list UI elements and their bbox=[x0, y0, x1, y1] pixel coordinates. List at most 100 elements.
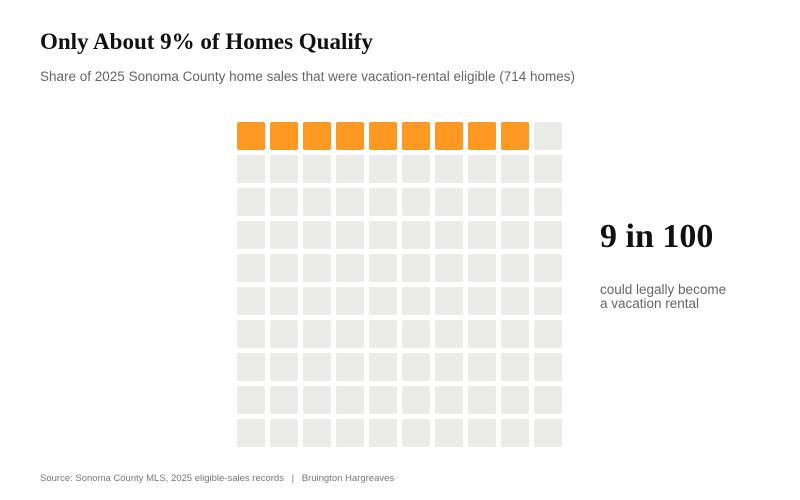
waffle-cell-empty bbox=[402, 287, 430, 315]
waffle-cell-empty bbox=[237, 155, 265, 183]
waffle-cell-empty bbox=[501, 155, 529, 183]
callout-stat: 9 in 100 bbox=[600, 218, 714, 255]
waffle-cell-empty bbox=[237, 353, 265, 381]
footer-separator: | bbox=[291, 473, 295, 484]
waffle-cell-empty bbox=[468, 386, 496, 414]
waffle-cell-empty bbox=[468, 155, 496, 183]
source-footer: Source: Sonoma County MLS, 2025 eligible… bbox=[40, 473, 394, 484]
waffle-cell-empty bbox=[435, 386, 463, 414]
waffle-cell-empty bbox=[435, 287, 463, 315]
waffle-cell-empty bbox=[303, 287, 331, 315]
waffle-cell-empty bbox=[303, 254, 331, 282]
waffle-cell-empty bbox=[468, 188, 496, 216]
waffle-cell-empty bbox=[501, 419, 529, 447]
waffle-cell-empty bbox=[237, 254, 265, 282]
waffle-cell-empty bbox=[369, 320, 397, 348]
waffle-cell-empty bbox=[501, 287, 529, 315]
waffle-cell-empty bbox=[336, 320, 364, 348]
waffle-cell-filled bbox=[303, 122, 331, 150]
waffle-cell-empty bbox=[237, 221, 265, 249]
waffle-cell-empty bbox=[468, 254, 496, 282]
waffle-cell-empty bbox=[336, 386, 364, 414]
waffle-cell-empty bbox=[501, 254, 529, 282]
waffle-cell-empty bbox=[402, 188, 430, 216]
waffle-cell-empty bbox=[534, 287, 562, 315]
waffle-cell-filled bbox=[369, 122, 397, 150]
waffle-cell-empty bbox=[336, 353, 364, 381]
callout-caption-line-1: could legally become bbox=[600, 282, 727, 297]
waffle-cell-empty bbox=[303, 386, 331, 414]
waffle-cell-empty bbox=[501, 320, 529, 348]
waffle-cell-empty bbox=[237, 419, 265, 447]
waffle-cell-empty bbox=[369, 254, 397, 282]
waffle-cell-empty bbox=[501, 221, 529, 249]
waffle-cell-empty bbox=[303, 155, 331, 183]
chart-subtitle: Share of 2025 Sonoma County home sales t… bbox=[40, 69, 576, 84]
waffle-cell-empty bbox=[270, 155, 298, 183]
waffle-cell-filled bbox=[435, 122, 463, 150]
waffle-cell-filled bbox=[336, 122, 364, 150]
waffle-cell-empty bbox=[237, 320, 265, 348]
waffle-cell-empty bbox=[534, 353, 562, 381]
waffle-cell-empty bbox=[336, 419, 364, 447]
waffle-cell-empty bbox=[435, 419, 463, 447]
waffle-cell-empty bbox=[303, 353, 331, 381]
waffle-cell-empty bbox=[303, 419, 331, 447]
waffle-cell-empty bbox=[468, 419, 496, 447]
waffle-cell-empty bbox=[534, 386, 562, 414]
waffle-cell-empty bbox=[270, 386, 298, 414]
waffle-cell-empty bbox=[303, 320, 331, 348]
waffle-cell-empty bbox=[270, 221, 298, 249]
waffle-cell-empty bbox=[336, 221, 364, 249]
waffle-cell-empty bbox=[468, 221, 496, 249]
waffle-cell-empty bbox=[270, 254, 298, 282]
waffle-cell-empty bbox=[501, 188, 529, 216]
waffle-cell-empty bbox=[369, 419, 397, 447]
waffle-cell-empty bbox=[534, 188, 562, 216]
waffle-cell-empty bbox=[336, 287, 364, 315]
chart-title: Only About 9% of Homes Qualify bbox=[40, 29, 373, 54]
waffle-cell-empty bbox=[270, 320, 298, 348]
waffle-cell-empty bbox=[534, 320, 562, 348]
waffle-cell-empty bbox=[534, 122, 562, 150]
waffle-cell-empty bbox=[369, 353, 397, 381]
waffle-cell-empty bbox=[270, 188, 298, 216]
waffle-cell-empty bbox=[534, 155, 562, 183]
waffle-cell-empty bbox=[402, 386, 430, 414]
waffle-chart bbox=[237, 122, 562, 447]
waffle-cell-empty bbox=[402, 221, 430, 249]
waffle-cell-empty bbox=[237, 287, 265, 315]
waffle-cell-empty bbox=[435, 188, 463, 216]
waffle-cell-empty bbox=[303, 221, 331, 249]
waffle-cell-empty bbox=[435, 155, 463, 183]
waffle-cell-empty bbox=[435, 254, 463, 282]
callout-caption: could legally become a vacation rental bbox=[600, 283, 726, 311]
waffle-cell-filled bbox=[501, 122, 529, 150]
waffle-cell-empty bbox=[270, 287, 298, 315]
waffle-cell-empty bbox=[534, 221, 562, 249]
waffle-cell-filled bbox=[237, 122, 265, 150]
waffle-cell-empty bbox=[468, 353, 496, 381]
waffle-cell-empty bbox=[336, 254, 364, 282]
waffle-cell-empty bbox=[435, 353, 463, 381]
waffle-cell-empty bbox=[402, 320, 430, 348]
waffle-cell-empty bbox=[501, 386, 529, 414]
waffle-cell-empty bbox=[369, 287, 397, 315]
waffle-cell-empty bbox=[303, 188, 331, 216]
waffle-cell-empty bbox=[534, 419, 562, 447]
waffle-cell-empty bbox=[369, 386, 397, 414]
waffle-cell-empty bbox=[270, 353, 298, 381]
callout-caption-line-2: a vacation rental bbox=[600, 296, 700, 311]
waffle-cell-empty bbox=[237, 188, 265, 216]
waffle-cell-empty bbox=[468, 287, 496, 315]
waffle-cell-empty bbox=[501, 353, 529, 381]
waffle-cell-empty bbox=[468, 320, 496, 348]
waffle-cell-empty bbox=[402, 353, 430, 381]
waffle-cell-empty bbox=[369, 188, 397, 216]
waffle-cell-empty bbox=[270, 419, 298, 447]
waffle-cell-empty bbox=[402, 155, 430, 183]
waffle-cell-filled bbox=[402, 122, 430, 150]
waffle-cell-filled bbox=[270, 122, 298, 150]
waffle-cell-empty bbox=[402, 254, 430, 282]
waffle-cell-empty bbox=[534, 254, 562, 282]
